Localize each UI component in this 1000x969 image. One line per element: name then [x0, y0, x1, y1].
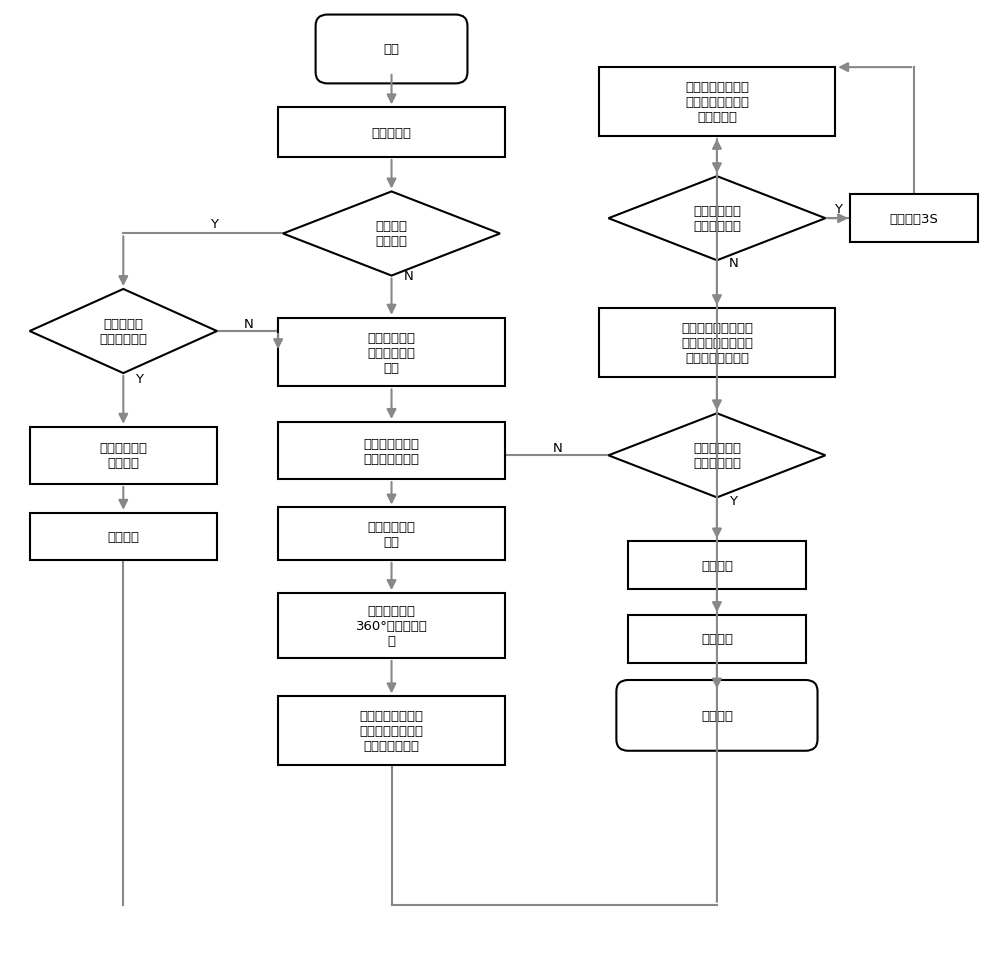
Text: 接收墩子各个
分运动的目标
位置: 接收墩子各个 分运动的目标 位置 [368, 331, 416, 374]
Text: 将故障信号传
递给基站: 将故障信号传 递给基站 [99, 442, 147, 470]
Text: 判断墩子
是否故障: 判断墩子 是否故障 [376, 220, 408, 248]
Text: 判断墩子运动
方向有无障碍: 判断墩子运动 方向有无障碍 [693, 205, 741, 233]
Bar [278, 697, 505, 766]
Bar [599, 309, 835, 378]
Bar [278, 109, 505, 158]
Text: 重启后判断
墩子是否故障: 重启后判断 墩子是否故障 [99, 318, 147, 346]
Text: Y: Y [729, 494, 737, 507]
Text: Y: Y [210, 218, 218, 232]
Text: N: N [403, 269, 413, 283]
Bar [850, 195, 978, 243]
Bar [30, 514, 217, 561]
Text: 上电初始化: 上电初始化 [372, 127, 412, 140]
Text: 锁定墩子: 锁定墩子 [701, 559, 733, 572]
Polygon shape [608, 414, 825, 498]
Text: 开始: 开始 [384, 44, 400, 56]
Text: 计算当前位置与分运
动的目标位置之间的
距离并移动该距离: 计算当前位置与分运 动的目标位置之间的 距离并移动该距离 [681, 322, 753, 364]
Text: 警报灯灭: 警报灯灭 [701, 633, 733, 645]
Text: N: N [244, 318, 253, 330]
Bar [278, 422, 505, 480]
FancyBboxPatch shape [616, 680, 818, 751]
Bar [599, 68, 835, 137]
Text: 警报灯亮并松开
墩子的锁定装置: 警报灯亮并松开 墩子的锁定装置 [364, 437, 420, 465]
Text: 延时等待3S: 延时等待3S [890, 212, 939, 226]
Text: Y: Y [834, 203, 842, 216]
Text: 电子罗盘转动
360°确定墩子朝
向: 电子罗盘转动 360°确定墩子朝 向 [356, 605, 427, 647]
Bar [628, 542, 806, 589]
Text: Y: Y [135, 373, 143, 386]
Bar [278, 508, 505, 560]
FancyBboxPatch shape [316, 16, 467, 84]
Text: 判断墩子是否
到达目标位置: 判断墩子是否 到达目标位置 [693, 442, 741, 470]
Text: N: N [729, 257, 739, 269]
Text: N: N [552, 442, 562, 454]
Text: 墩子定位当前
位置: 墩子定位当前 位置 [368, 520, 416, 548]
Text: 警报灯亮: 警报灯亮 [107, 531, 139, 544]
Text: 根据当前位置和分
运动的目标位置确
定墩子运动方向: 根据当前位置和分 运动的目标位置确 定墩子运动方向 [360, 709, 424, 752]
Text: 差速转动履带，原
地转动墩子使其正
对运动方向: 差速转动履带，原 地转动墩子使其正 对运动方向 [685, 81, 749, 124]
Polygon shape [608, 177, 825, 261]
Bar [628, 615, 806, 663]
Bar [278, 593, 505, 658]
Text: 运动结束: 运动结束 [701, 709, 733, 722]
Polygon shape [283, 192, 500, 276]
Polygon shape [30, 290, 217, 374]
Bar [30, 427, 217, 484]
Bar [278, 318, 505, 387]
